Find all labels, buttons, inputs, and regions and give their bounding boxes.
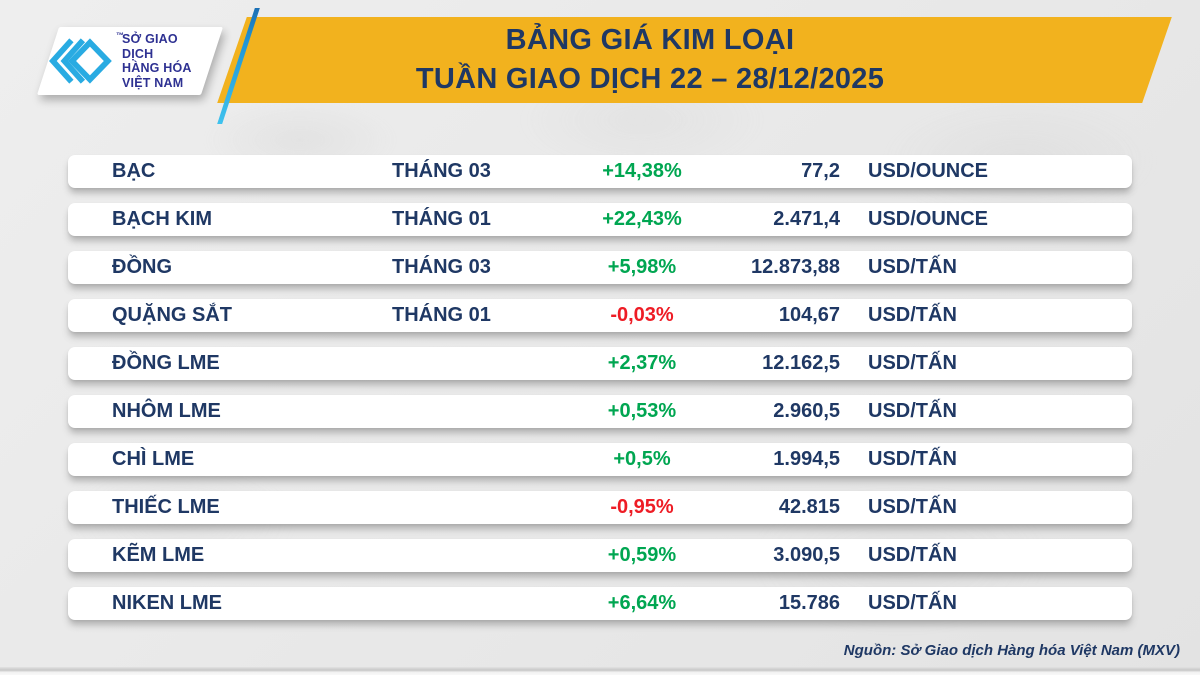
percent-change: +0,59% [607,544,677,566]
source-attribution: Nguồn: Sở Giao dịch Hàng hóa Việt Nam (M… [843,642,1180,659]
price-unit: USD/TẤN [868,256,957,278]
contract-month: THÁNG 03 [392,256,491,278]
price-value: 42.815 [778,496,840,518]
table-row: ĐỒNG LME +2,37% 12.162,5 USD/TẤN [68,347,1132,380]
price-value: 104,67 [778,304,840,326]
price-value: 77,2 [801,160,840,182]
contract-month: THÁNG 03 [392,160,491,182]
commodity-name: NHÔM LME [112,400,221,422]
commodity-name: CHÌ LME [112,448,195,470]
commodity-name: BẠCH KIM [112,208,212,230]
contract-month: THÁNG 01 [392,304,491,326]
percent-change: +22,43% [602,208,682,230]
price-unit: USD/TẤN [868,448,957,470]
mxv-logo-box: ™ SỞ GIAO DỊCH HÀNG HÓA VIỆT NAM [36,27,224,95]
price-value: 2.960,5 [773,400,840,422]
percent-change: +6,64% [607,592,677,614]
price-value: 1.994,5 [773,448,840,470]
table-row: NIKEN LME +6,64% 15.786 USD/TẤN [68,587,1132,620]
price-value: 15.786 [778,592,840,614]
bottom-edge-decoration [0,667,1200,675]
table-row: BẠC THÁNG 03 +14,38% 77,2 USD/OUNCE [68,155,1132,188]
percent-change: +0,5% [613,448,671,470]
mxv-logo-icon: ™ [48,31,124,84]
page-title: BẢNG GIÁ KIM LOẠI TUẦN GIAO DỊCH 22 – 28… [230,21,1070,99]
commodity-name: QUẶNG SẮT [112,304,232,326]
percent-change: +0,53% [607,400,677,422]
price-value: 12.162,5 [762,352,840,374]
table-row: ĐỒNG THÁNG 03 +5,98% 12.873,88 USD/TẤN [68,251,1132,284]
table-row: THIẾC LME -0,95% 42.815 USD/TẤN [68,491,1132,524]
commodity-name: THIẾC LME [112,496,220,518]
price-unit: USD/TẤN [868,496,957,518]
title-line-2: TUẦN GIAO DỊCH 22 – 28/12/2025 [415,63,885,95]
commodity-name: ĐỒNG [112,256,172,278]
percent-change: -0,95% [610,496,674,518]
table-row: QUẶNG SẮT THÁNG 01 -0,03% 104,67 USD/TẤN [68,299,1132,332]
commodity-name: KẼM LME [112,544,205,566]
table-row: NHÔM LME +0,53% 2.960,5 USD/TẤN [68,395,1132,428]
commodity-name: ĐỒNG LME [112,352,220,374]
title-line-1: BẢNG GIÁ KIM LOẠI [505,24,795,56]
logo-org-name: SỞ GIAO DỊCH HÀNG HÓA VIỆT NAM [122,32,192,90]
commodity-name: NIKEN LME [112,592,222,614]
percent-change: +2,37% [607,352,677,374]
percent-change: +14,38% [602,160,682,182]
contract-month: THÁNG 01 [392,208,491,230]
price-unit: USD/TẤN [868,544,957,566]
price-value: 3.090,5 [773,544,840,566]
table-row: KẼM LME +0,59% 3.090,5 USD/TẤN [68,539,1132,572]
price-value: 2.471,4 [773,208,840,230]
price-unit: USD/TẤN [868,352,957,374]
price-unit: USD/TẤN [868,592,957,614]
price-unit: USD/TẤN [868,304,957,326]
percent-change: +5,98% [607,256,677,278]
price-unit: USD/OUNCE [868,160,989,182]
table-row: CHÌ LME +0,5% 1.994,5 USD/TẤN [68,443,1132,476]
commodity-name: BẠC [112,160,156,182]
table-row: BẠCH KIM THÁNG 01 +22,43% 2.471,4 USD/OU… [68,203,1132,236]
price-unit: USD/TẤN [868,400,957,422]
metal-price-table: BẠC THÁNG 03 +14,38% 77,2 USD/OUNCE BẠCH… [68,155,1132,635]
percent-change: -0,03% [610,304,674,326]
price-unit: USD/OUNCE [868,208,989,230]
price-value: 12.873,88 [751,256,840,278]
